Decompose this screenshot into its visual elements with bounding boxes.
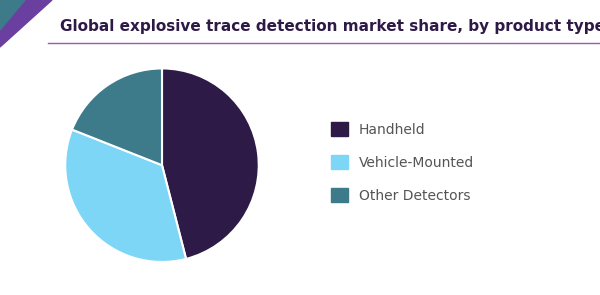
Wedge shape xyxy=(65,130,186,262)
Polygon shape xyxy=(0,0,25,30)
Wedge shape xyxy=(162,68,259,259)
Polygon shape xyxy=(0,0,52,47)
Wedge shape xyxy=(72,68,162,165)
Legend: Handheld, Vehicle-Mounted, Other Detectors: Handheld, Vehicle-Mounted, Other Detecto… xyxy=(331,122,474,202)
Text: Global explosive trace detection market share, by product type, 2016 (%): Global explosive trace detection market … xyxy=(60,19,600,35)
